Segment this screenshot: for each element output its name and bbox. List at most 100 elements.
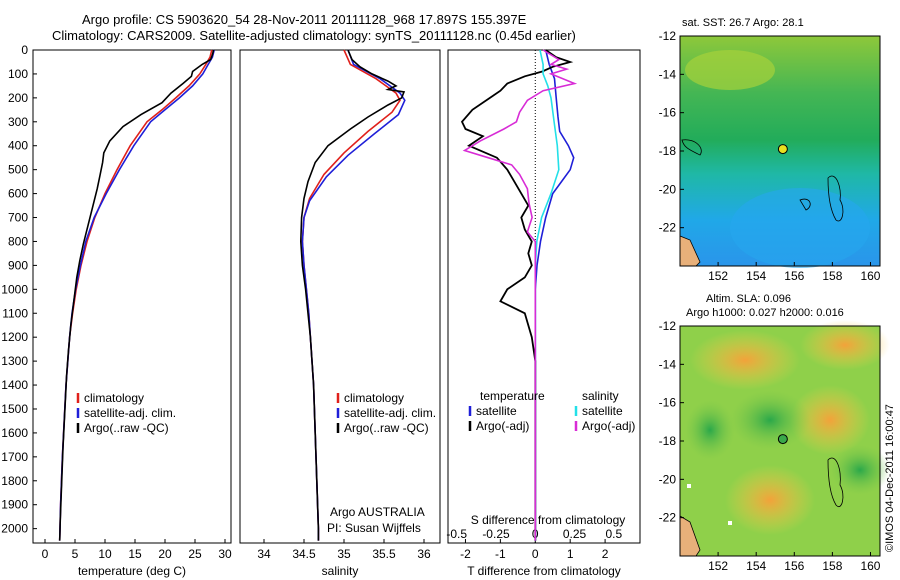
sla-ytick-label: -18 bbox=[659, 434, 677, 448]
sla-title-2: Argo h1000: 0.027 h2000: 0.016 bbox=[686, 307, 844, 319]
sdiff-axis-label: S difference from climatology bbox=[471, 513, 626, 527]
salinity-legend-0-label: climatology bbox=[344, 391, 404, 405]
depth-tick-label: 900 bbox=[8, 258, 28, 272]
temperature-legend-0-label: climatology bbox=[84, 391, 144, 405]
salinity-tick-label: 35 bbox=[337, 547, 351, 561]
sdiff-legend-0-label: satellite bbox=[582, 404, 623, 418]
depth-tick-label: 300 bbox=[8, 115, 28, 129]
temperature-legend-1-label: satellite-adj. clim. bbox=[84, 406, 176, 420]
temperature-panel: 0100200300400500600700800900100011001200… bbox=[1, 43, 232, 578]
plot-frame bbox=[239, 49, 441, 544]
depth-tick-label: 1900 bbox=[1, 498, 28, 512]
salinity-panel: 34 34.5 35 35.5 36 salinity climatologysatelli… bbox=[239, 49, 441, 578]
depth-tick-label: 1300 bbox=[1, 354, 28, 368]
sla-low-3 bbox=[830, 445, 890, 495]
sst-ytick-label: -22 bbox=[659, 221, 677, 235]
diff-line-2 bbox=[534, 49, 560, 541]
salinity-axis-label: salinity bbox=[322, 564, 359, 578]
depth-tick-label: 1700 bbox=[1, 450, 28, 464]
credit: ©IMOS 04-Dec-2011 16:00:47 bbox=[884, 404, 896, 552]
sst-reef-contour-2 bbox=[827, 175, 844, 222]
tdiff-tick-label: 1 bbox=[567, 547, 574, 561]
sla-ytick-label: -14 bbox=[659, 357, 677, 371]
depth-tick-label: 1800 bbox=[1, 474, 28, 488]
sst-reef-contour bbox=[681, 139, 702, 156]
plot-frame bbox=[32, 49, 232, 544]
temperature-tick-label: 20 bbox=[158, 547, 172, 561]
salinity-legend-1-label: satellite-adj. clim. bbox=[344, 406, 436, 420]
depth-tick-label: 1200 bbox=[1, 330, 28, 344]
sla-high-4 bbox=[725, 465, 815, 535]
sst-xtick-label: 158 bbox=[822, 269, 842, 283]
sdiff-tick-label: -0.25 bbox=[482, 527, 510, 541]
salinity-tick-label: 34 bbox=[257, 547, 271, 561]
sla-xtick-label: 154 bbox=[746, 559, 766, 573]
sla-ytick-label: -12 bbox=[659, 319, 677, 333]
temperature-legend-2-label: Argo(..raw -QC) bbox=[84, 421, 169, 435]
salinity-line-2 bbox=[299, 49, 406, 541]
depth-tick-label: 1500 bbox=[1, 402, 28, 416]
sla-xtick-label: 152 bbox=[708, 559, 728, 573]
sla-ytick-label: -16 bbox=[659, 396, 677, 410]
sst-xtick-label: 154 bbox=[746, 269, 766, 283]
sst-ytick-label: -18 bbox=[659, 144, 677, 158]
temperature-axis-label: temperature (deg C) bbox=[78, 564, 186, 578]
depth-tick-label: 1100 bbox=[2, 306, 28, 320]
argo-annotation-1: Argo AUSTRALIA bbox=[330, 505, 425, 519]
sla-xtick-label: 156 bbox=[784, 559, 804, 573]
temperature-tick-label: 30 bbox=[218, 547, 232, 561]
depth-tick-label: 400 bbox=[8, 139, 28, 153]
sla-xtick-label: 160 bbox=[860, 559, 880, 573]
temperature-tick-label: 5 bbox=[72, 547, 79, 561]
depth-tick-label: 1000 bbox=[1, 282, 28, 296]
sst-warm-patch bbox=[685, 50, 775, 90]
sst-title: sat. SST: 26.7 Argo: 28.1 bbox=[682, 17, 804, 29]
tdiff-tick-label: -2 bbox=[460, 547, 471, 561]
depth-tick-label: 1600 bbox=[1, 426, 28, 440]
tdiff-legend-0-label: satellite bbox=[476, 404, 517, 418]
tdiff-tick-label: -1 bbox=[495, 547, 506, 561]
depth-tick-label: 0 bbox=[21, 43, 28, 57]
tdiff-legend-1-label: Argo(-adj) bbox=[476, 419, 529, 433]
sst-ytick-label: -16 bbox=[659, 106, 677, 120]
sdiff-tick-label: 0.5 bbox=[605, 527, 622, 541]
tdiff-tick-label: 0 bbox=[532, 547, 539, 561]
depth-tick-label: 100 bbox=[8, 67, 28, 81]
temperature-tick-label: 15 bbox=[128, 547, 142, 561]
sla-ytick-label: -20 bbox=[659, 472, 677, 486]
header-line-1: Argo profile: CS 5903620_54 28-Nov-2011 … bbox=[82, 12, 527, 27]
sla-xtick-label: 158 bbox=[822, 559, 842, 573]
sdiff-legend-title: salinity bbox=[582, 389, 619, 403]
sst-ytick-label: -14 bbox=[659, 67, 677, 81]
temperature-tick-label: 0 bbox=[42, 547, 49, 561]
sla-low-2 bbox=[685, 400, 735, 460]
sla-white-cell bbox=[687, 484, 691, 488]
temperature-line-2 bbox=[58, 49, 215, 541]
header-line-2: Climatology: CARS2009. Satellite-adjuste… bbox=[52, 28, 576, 43]
sst-xtick-label: 160 bbox=[860, 269, 880, 283]
sla-ytick-label: -22 bbox=[659, 511, 677, 525]
sla-argo-marker bbox=[777, 434, 788, 445]
depth-tick-label: 2000 bbox=[1, 522, 28, 536]
tdiff-legend-title: temperature bbox=[480, 389, 545, 403]
sla-white-cell-2 bbox=[728, 521, 732, 525]
sdiff-tick-label: 0.25 bbox=[563, 527, 587, 541]
depth-tick-label: 200 bbox=[8, 91, 28, 105]
sla-title-1: Altim. SLA: 0.096 bbox=[706, 293, 791, 305]
depth-tick-label: 500 bbox=[8, 163, 28, 177]
sla-map: 152 154 156 158 160 -12 -14 -16 -18 -20 -22 bbox=[659, 319, 890, 573]
diff-line-3 bbox=[462, 49, 578, 541]
sla-low-1 bbox=[730, 390, 810, 450]
sla-high-2 bbox=[800, 320, 890, 370]
sst-ytick-label: -20 bbox=[659, 182, 677, 196]
sla-high-1 bbox=[690, 330, 800, 390]
salinity-legend-2-label: Argo(..raw -QC) bbox=[344, 421, 429, 435]
sst-cool-patch bbox=[730, 188, 870, 268]
sst-reef-contour-3 bbox=[799, 198, 811, 211]
temperature-tick-label: 25 bbox=[188, 547, 202, 561]
tdiff-axis-label: T difference from climatology bbox=[467, 564, 621, 578]
salinity-tick-label: 34.5 bbox=[292, 547, 316, 561]
diff-line-0 bbox=[534, 49, 575, 541]
temperature-tick-label: 10 bbox=[98, 547, 112, 561]
